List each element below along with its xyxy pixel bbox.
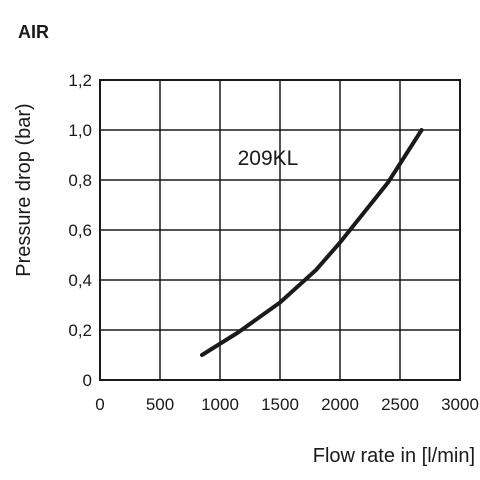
y-axis-label: Pressure drop (bar) <box>13 103 35 276</box>
y-tick-label: 0,6 <box>68 221 92 240</box>
series-group: 209KL <box>200 128 424 357</box>
chart-header: AIR <box>18 22 49 42</box>
y-tick-label: 1,2 <box>68 71 92 90</box>
x-tick-labels: 0 500 1000 1500 2000 2500 3000 <box>95 395 479 414</box>
x-tick-label: 2000 <box>321 395 359 414</box>
x-tick-label: 1500 <box>261 395 299 414</box>
x-tick-label: 500 <box>146 395 174 414</box>
grid <box>100 80 460 380</box>
plot-frame <box>99 79 461 381</box>
x-tick-label: 0 <box>95 395 104 414</box>
y-tick-label: 0 <box>83 371 92 390</box>
y-tick-label: 0,4 <box>68 271 92 290</box>
x-tick-label: 1000 <box>201 395 239 414</box>
series-line <box>200 128 424 357</box>
y-tick-labels: 0 0,2 0,4 0,6 0,8 1,0 1,2 <box>68 71 92 390</box>
x-axis-label: Flow rate in [l/min] <box>313 445 475 467</box>
series-label: 209KL <box>238 147 299 170</box>
y-tick-label: 1,0 <box>68 121 92 140</box>
y-tick-label: 0,8 <box>68 171 92 190</box>
x-tick-label: 2500 <box>381 395 419 414</box>
x-tick-label: 3000 <box>441 395 479 414</box>
y-tick-label: 0,2 <box>68 321 92 340</box>
